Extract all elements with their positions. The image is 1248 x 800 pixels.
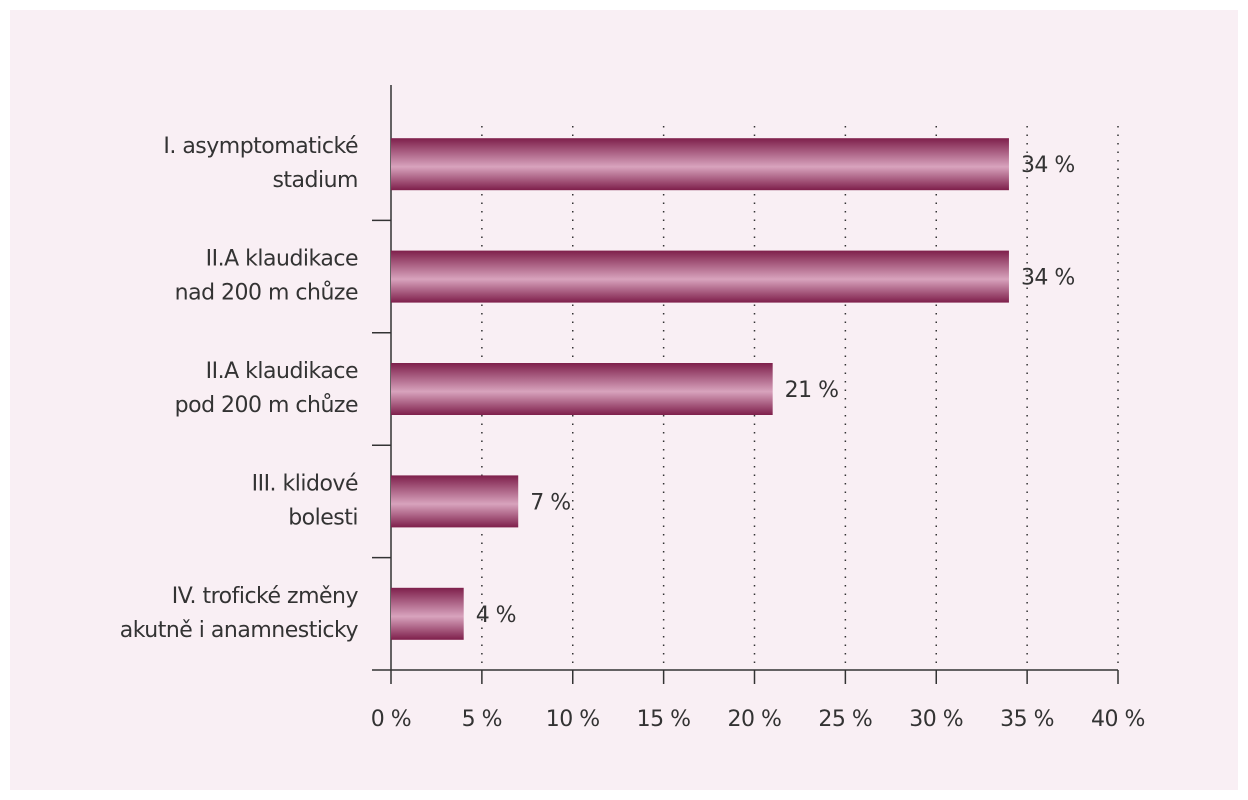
bar bbox=[391, 475, 519, 528]
value-label: 4 % bbox=[476, 603, 516, 628]
y-tick-label: II.A klaudikace bbox=[206, 247, 358, 272]
x-tick-label: 40 % bbox=[1091, 707, 1145, 732]
y-tick-label: I. asymptomatické bbox=[163, 134, 358, 159]
x-tick-label: 5 % bbox=[462, 707, 502, 732]
value-label: 21 % bbox=[785, 378, 839, 403]
value-label: 34 % bbox=[1021, 266, 1075, 291]
x-tick-label: 10 % bbox=[546, 707, 600, 732]
value-label: 7 % bbox=[530, 490, 570, 515]
y-tick-label: bolesti bbox=[288, 505, 358, 530]
y-tick-label: pod 200 m chůze bbox=[175, 393, 358, 418]
x-tick-label: 0 % bbox=[371, 707, 411, 732]
y-tick-label: stadium bbox=[272, 168, 358, 193]
bar bbox=[391, 250, 1009, 303]
bar bbox=[391, 587, 464, 640]
x-tick-label: 25 % bbox=[818, 707, 872, 732]
x-tick-label: 15 % bbox=[637, 707, 691, 732]
y-tick-label: nad 200 m chůze bbox=[175, 281, 358, 306]
x-tick-label: 20 % bbox=[728, 707, 782, 732]
y-tick-label: III. klidové bbox=[252, 471, 358, 496]
y-tick-label: akutně i anamnesticky bbox=[120, 618, 359, 643]
y-tick-label: II.A klaudikace bbox=[206, 359, 358, 384]
y-tick-label: IV. trofické změny bbox=[172, 584, 359, 609]
bar bbox=[391, 138, 1009, 191]
value-label: 34 % bbox=[1021, 153, 1075, 178]
x-tick-label: 30 % bbox=[909, 707, 963, 732]
bar bbox=[391, 363, 773, 415]
x-tick-label: 35 % bbox=[1000, 707, 1054, 732]
